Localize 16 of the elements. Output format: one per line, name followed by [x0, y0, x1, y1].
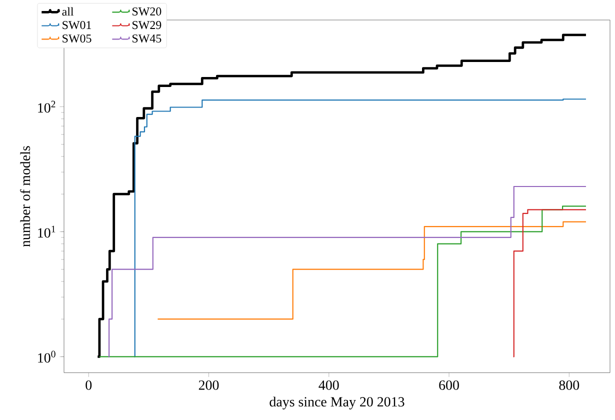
y-axis-title: number of models: [20, 146, 30, 247]
x-tick-label: 600: [439, 380, 459, 390]
y-tick-label: 10$^{1}$: [38, 226, 56, 238]
legend-label: SW45: [132, 34, 162, 43]
legend-label: SW01: [62, 21, 92, 30]
y-tick-label: 10$^{0}$: [38, 350, 56, 363]
x-tick-label: 400: [318, 380, 339, 390]
x-axis-title: days since May 20 2013: [270, 396, 404, 410]
x-tick-label: 200: [198, 380, 219, 390]
legend-label: SW05: [62, 34, 92, 43]
x-tick-label: 0: [86, 380, 92, 390]
legend-label: all: [62, 7, 74, 16]
legend-label: SW29: [132, 21, 162, 30]
legend-label: SW20: [132, 7, 162, 16]
x-tick-label: 800: [559, 380, 580, 390]
y-tick-label: 10$^{2}$: [38, 100, 56, 113]
